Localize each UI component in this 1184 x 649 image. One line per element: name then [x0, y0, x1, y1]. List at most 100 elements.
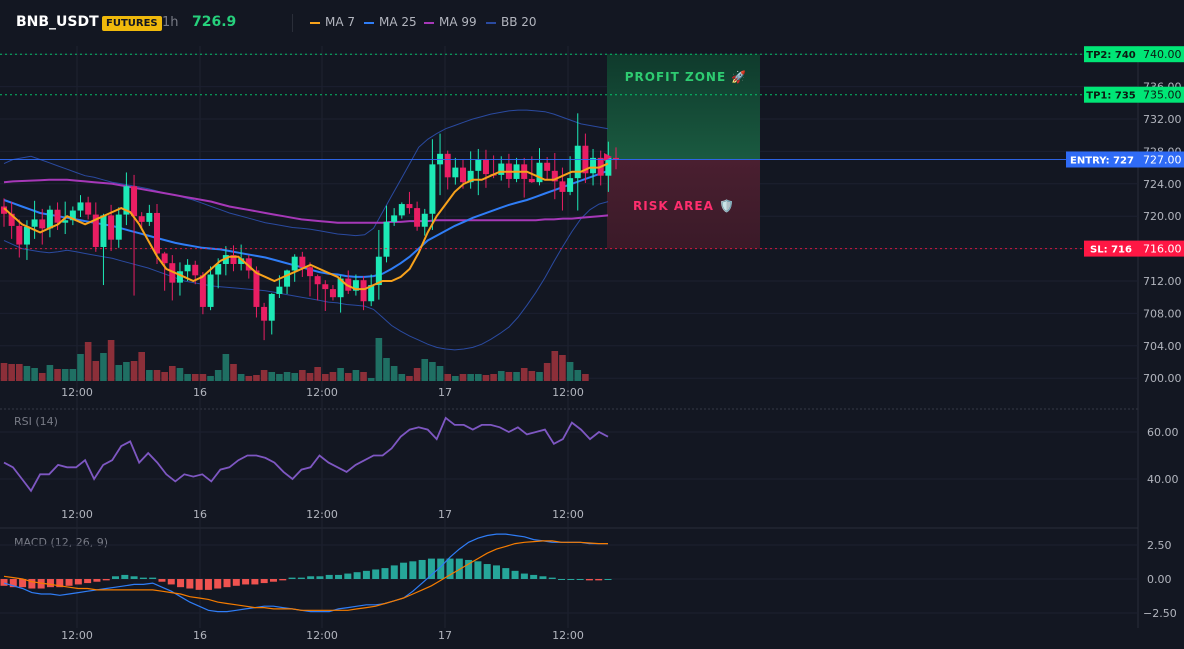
- macd-histogram-bar: [167, 579, 175, 585]
- volume-bar: [497, 371, 505, 381]
- volume-bar: [69, 369, 77, 381]
- time-tick-label: 12:00: [61, 629, 93, 642]
- volume-bar: [169, 366, 176, 381]
- legend-label-ma7: MA 7: [325, 15, 356, 29]
- macd-histogram-bar: [362, 570, 370, 579]
- volume-bar: [291, 373, 298, 381]
- time-tick-label: 12:00: [61, 508, 93, 521]
- price-axis-tag: [1138, 86, 1184, 103]
- candle-body: [215, 263, 222, 275]
- volume-bar: [467, 374, 474, 381]
- volume-bar: [230, 364, 237, 381]
- header-divider: [292, 14, 293, 32]
- candle-body: [391, 215, 398, 222]
- time-tick-label: 12:00: [552, 386, 584, 399]
- macd-histogram-bar: [446, 558, 454, 579]
- rsi-tick-label: 40.00: [1147, 473, 1179, 486]
- macd-histogram-bar: [595, 579, 603, 581]
- candle-body: [39, 219, 46, 229]
- macd-tick-label: −2.50: [1143, 607, 1177, 620]
- legend-label-ma99: MA 99: [439, 15, 477, 29]
- candle-body: [421, 213, 428, 227]
- volume-bar: [130, 361, 138, 381]
- volume-bar: [574, 370, 582, 381]
- candle-body: [414, 208, 421, 227]
- candle-body: [375, 256, 382, 286]
- price-axis-tag: [1138, 240, 1184, 257]
- time-tick-label: 16: [193, 629, 207, 642]
- legend-ma99[interactable]: MA 99: [424, 15, 477, 29]
- macd-histogram-bar: [520, 573, 528, 579]
- candle-body: [551, 170, 558, 182]
- volume-bar: [107, 340, 115, 381]
- chart-header: BNB_USDT FUTURES 1h 726.9 MA 7 MA 25 MA …: [0, 0, 1184, 46]
- candle-body: [1, 206, 7, 214]
- macd-histogram-bar: [483, 564, 491, 579]
- volume-bar: [505, 372, 513, 381]
- volume-bar: [123, 362, 130, 381]
- risk-zone: [607, 159, 760, 249]
- bollinger-lower-line: [3, 201, 609, 351]
- macd-histogram-bar: [56, 579, 64, 588]
- macd-histogram-bar: [130, 576, 138, 579]
- macd-histogram-bar: [325, 574, 333, 579]
- timeframe-label[interactable]: 1h: [162, 15, 179, 30]
- candle-body: [314, 276, 321, 285]
- candle-body: [176, 271, 183, 283]
- macd-histogram-bar: [316, 576, 324, 579]
- symbol-name[interactable]: BNB_USDT: [16, 14, 99, 30]
- macd-histogram-bar: [576, 579, 584, 580]
- volume-bar: [367, 378, 375, 381]
- price-tick-label: 704.00: [1143, 340, 1182, 353]
- macd-histogram-bar: [84, 579, 92, 584]
- candle-body: [467, 170, 474, 183]
- macd-histogram-bar: [37, 579, 45, 589]
- volume-bar: [184, 374, 191, 381]
- volume-bar: [207, 376, 214, 381]
- volume-bar: [490, 374, 497, 381]
- candle-body: [268, 293, 275, 321]
- volume-bar: [390, 366, 398, 381]
- legend-ma25[interactable]: MA 25: [364, 15, 417, 29]
- candle-body: [92, 214, 99, 247]
- candle-body: [138, 216, 145, 222]
- volume-bar: [459, 374, 467, 381]
- profit-zone: [607, 54, 760, 160]
- volume-bar: [260, 370, 268, 381]
- candle-body: [329, 289, 336, 298]
- macd-histogram-bar: [251, 579, 259, 585]
- macd-histogram-bar: [139, 577, 147, 579]
- macd-histogram-bar: [511, 570, 519, 579]
- price-axis-tag-value: 740.00: [1143, 48, 1182, 61]
- volume-bar: [77, 354, 84, 381]
- volume-bar: [268, 372, 276, 381]
- macd-histogram-bar: [65, 579, 73, 586]
- macd-histogram-bar: [269, 579, 277, 582]
- candle-body: [352, 280, 359, 291]
- macd-histogram-bar: [539, 576, 547, 579]
- candle-body: [8, 213, 15, 226]
- candle-body: [31, 219, 38, 227]
- candle-body: [85, 202, 92, 215]
- volume-bar: [337, 368, 344, 381]
- volume-bar: [306, 373, 314, 381]
- macd-histogram-bar: [279, 579, 287, 581]
- candle-body: [261, 306, 268, 321]
- volume-bar: [536, 372, 543, 381]
- legend-ma7[interactable]: MA 7: [310, 15, 355, 29]
- candle-body: [590, 157, 597, 174]
- candle-body: [574, 145, 581, 179]
- candle-body: [184, 264, 191, 272]
- candle-body: [613, 157, 619, 160]
- macd-histogram-bar: [372, 569, 380, 579]
- legend-bb20[interactable]: BB 20: [486, 15, 537, 29]
- macd-histogram-bar: [585, 579, 593, 581]
- volume-bar: [276, 374, 283, 381]
- volume-bar: [329, 372, 337, 381]
- volume-bar: [100, 353, 107, 381]
- candle-body: [383, 221, 390, 257]
- price-tick-label: 708.00: [1143, 307, 1182, 320]
- macd-histogram-bar: [465, 559, 473, 579]
- candle-body: [482, 159, 489, 175]
